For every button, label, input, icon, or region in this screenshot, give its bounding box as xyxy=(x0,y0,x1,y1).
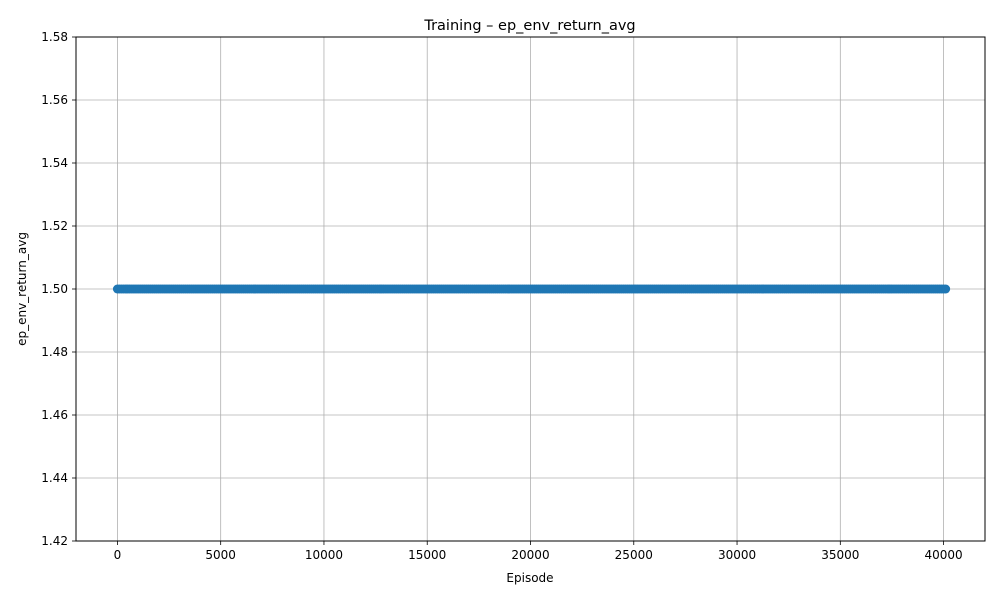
x-tick-label: 30000 xyxy=(718,548,756,562)
x-tick-label: 20000 xyxy=(511,548,549,562)
y-axis-label: ep_env_return_avg xyxy=(15,232,29,346)
x-tick-label: 40000 xyxy=(924,548,962,562)
x-tick-label: 10000 xyxy=(305,548,343,562)
y-tick-label: 1.44 xyxy=(41,471,68,485)
y-tick-label: 1.52 xyxy=(41,219,68,233)
y-tick-label: 1.42 xyxy=(41,534,68,548)
y-tick-label: 1.46 xyxy=(41,408,68,422)
chart-title: Training – ep_env_return_avg xyxy=(423,18,635,34)
x-axis-label: Episode xyxy=(506,571,553,585)
x-tick-label: 35000 xyxy=(821,548,859,562)
y-tick-label: 1.58 xyxy=(41,30,68,44)
x-tick-label: 25000 xyxy=(615,548,653,562)
y-axis: 1.42 1.44 1.46 1.48 1.50 1.52 1.54 1.56 1.58 xyxy=(41,30,76,548)
x-tick-label: 0 xyxy=(114,548,122,562)
x-tick-label: 5000 xyxy=(205,548,236,562)
x-axis: 0 5000 10000 15000 20000 25000 30000 35000 40000 xyxy=(114,541,963,562)
data-point xyxy=(941,284,951,294)
y-tick-label: 1.54 xyxy=(41,156,68,170)
x-tick-label: 15000 xyxy=(408,548,446,562)
y-tick-label: 1.48 xyxy=(41,345,68,359)
series-0 xyxy=(112,284,951,294)
series-layer xyxy=(112,284,951,294)
y-tick-label: 1.50 xyxy=(41,282,68,296)
y-tick-label: 1.56 xyxy=(41,93,68,107)
